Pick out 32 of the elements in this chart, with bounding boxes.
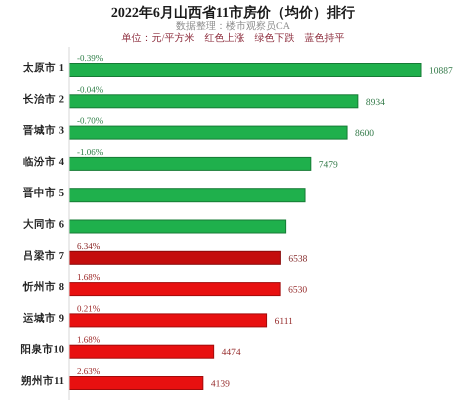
value-label: 6538: [288, 254, 308, 264]
category-label: 吕梁市 7: [23, 250, 64, 262]
value-label: 4139: [210, 380, 230, 390]
category-label: 晋城市 3: [23, 126, 64, 137]
value-label: 6530: [288, 286, 308, 296]
annotation: 6.34%: [77, 240, 100, 251]
value-label: 8600: [355, 129, 374, 140]
annotation: 1.68%: [77, 334, 100, 345]
annotation: 0.21%: [77, 303, 100, 314]
annotation: -0.70%: [77, 116, 104, 126]
category-label: 朔州市11: [21, 376, 64, 387]
value-label: 4474: [222, 348, 241, 358]
value-label: 7479: [318, 160, 338, 170]
annotation: -1.06%: [77, 146, 104, 157]
title: 2022年6月山西省11市房价（均价）排行: [110, 6, 356, 21]
subtitle: 数据整理：楼市观察员CA: [176, 21, 290, 32]
category-label: 运城市 9: [23, 313, 64, 324]
category-label: 长治市 2: [23, 94, 64, 106]
category-label: 临汾市 4: [23, 156, 64, 168]
value-label: 8934: [366, 98, 385, 108]
note: 单位：元/平方米 红色上涨 绿色下跌 蓝色持平: [122, 33, 344, 44]
annotation: 2.63%: [77, 366, 100, 376]
annotation: -0.39%: [77, 53, 104, 63]
annotation: 1.68%: [77, 272, 100, 282]
value-label: 10887: [429, 66, 453, 76]
category-label: 晋中市 5: [23, 188, 64, 200]
category-label: 大同市 6: [23, 220, 64, 230]
value-label: 6111: [274, 316, 293, 327]
category-label: 太原市 1: [23, 63, 64, 74]
annotation: -0.04%: [77, 84, 104, 94]
category-label: 忻州市 8: [23, 282, 64, 294]
category-label: 阳泉市10: [20, 344, 64, 356]
